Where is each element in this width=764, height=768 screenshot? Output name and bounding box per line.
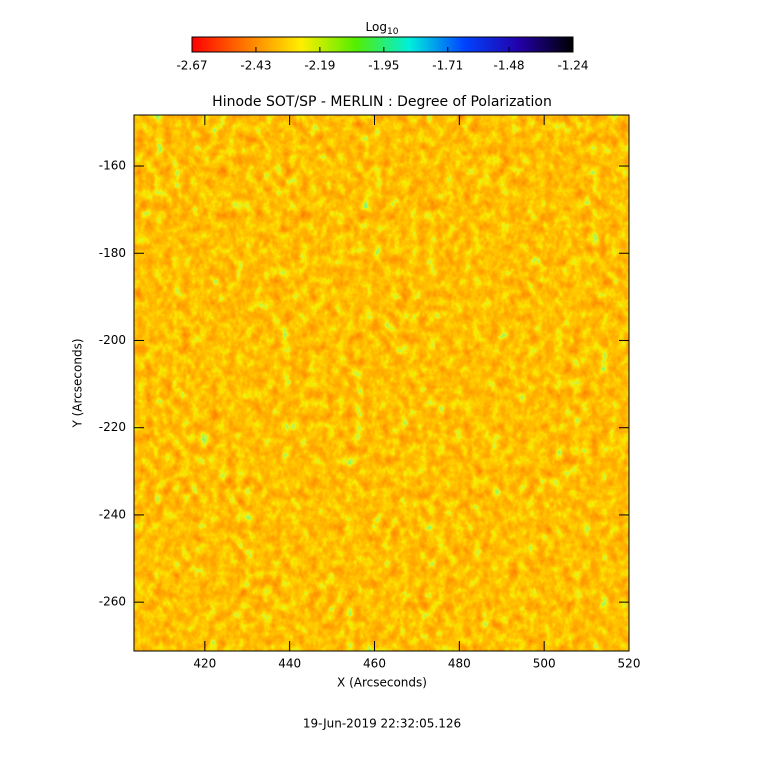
colorbar-tick-label: -1.24 (557, 59, 588, 73)
y-tick-label: -240 (99, 507, 126, 521)
x-tick-label: 520 (618, 657, 641, 671)
colorbar-tick-label: -1.71 (432, 59, 463, 73)
y-tick-label: -180 (99, 246, 126, 260)
y-tick-label: -220 (99, 420, 126, 434)
y-axis-label: Y (Arcseconds) (71, 338, 85, 428)
chart-title: Hinode SOT/SP - MERLIN : Degree of Polar… (212, 94, 552, 110)
x-axis-label: X (Arcseconds) (337, 676, 427, 690)
colorbar-tick-label: -1.48 (494, 59, 525, 73)
heatmap-image (134, 115, 629, 651)
x-tick-label: 440 (278, 657, 301, 671)
y-tick-label: -200 (99, 333, 126, 347)
footer-timestamp: 19-Jun-2019 22:32:05.126 (303, 717, 461, 731)
plot-frame (133, 114, 630, 652)
colorbar-tick-label: -2.19 (304, 59, 335, 73)
colorbar (191, 36, 574, 53)
x-tick-label: 500 (533, 657, 556, 671)
colorbar-tick-label: -1.95 (368, 59, 399, 73)
y-tick-label: -160 (99, 159, 126, 173)
y-tick-label: -260 (99, 595, 126, 609)
x-tick-label: 420 (193, 657, 216, 671)
x-tick-label: 460 (363, 657, 386, 671)
x-tick-label: 480 (448, 657, 471, 671)
colorbar-tick-label: -2.43 (240, 59, 271, 73)
colorbar-label: Log10 (366, 20, 399, 37)
colorbar-tick-label: -2.67 (176, 59, 207, 73)
